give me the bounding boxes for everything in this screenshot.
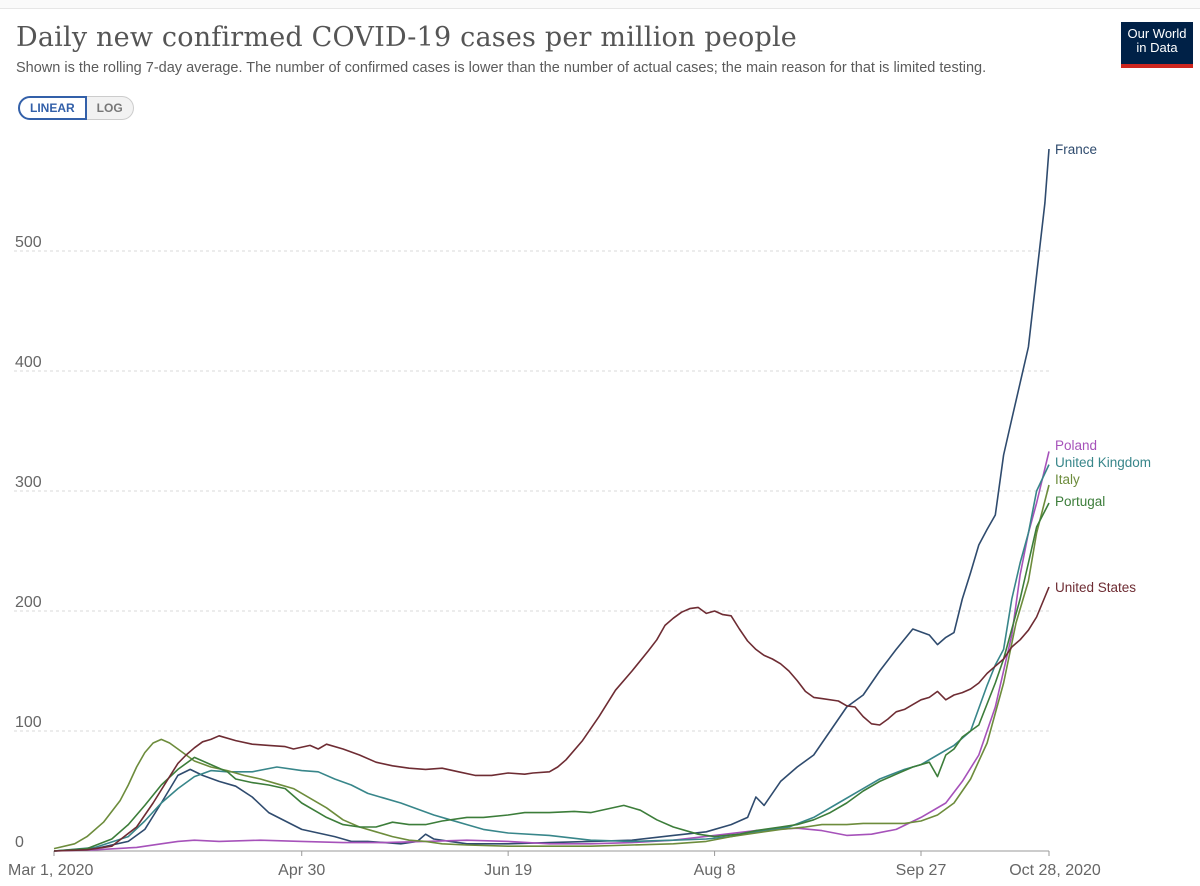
chart-subtitle: Shown is the rolling 7-day average. The … (16, 60, 987, 76)
linear-scale-button[interactable]: LINEAR (18, 96, 87, 120)
series-label-united-kingdom: United Kingdom (1055, 455, 1151, 470)
x-tick-label: Sep 27 (896, 862, 947, 879)
x-tick-label: Jun 19 (484, 862, 532, 879)
scale-toggle: LINEAR LOG (18, 96, 134, 120)
series-label-poland: Poland (1055, 438, 1097, 453)
series-label-portugal: Portugal (1055, 494, 1105, 509)
owid-logo[interactable]: Our World in Data (1121, 22, 1193, 68)
series-line-italy[interactable] (53, 484, 1050, 850)
series-line-united-states[interactable] (53, 586, 1050, 852)
logo-line-1: Our World (1127, 26, 1187, 41)
top-border (0, 0, 1200, 9)
x-tick-label: Apr 30 (278, 862, 325, 879)
x-tick-label: Aug 8 (694, 862, 736, 879)
series-line-poland[interactable] (53, 451, 1050, 852)
y-tick-label: 100 (15, 714, 42, 731)
y-tick-label: 200 (15, 594, 42, 611)
series-label-italy: Italy (1055, 472, 1080, 487)
x-tick-label: Mar 1, 2020 (8, 862, 93, 879)
series-line-united-kingdom[interactable] (53, 464, 1050, 852)
logo-line-2: in Data (1136, 40, 1178, 55)
y-tick-label: 400 (15, 354, 42, 371)
chart-title: Daily new confirmed COVID-19 cases per m… (16, 22, 797, 53)
x-tick-label: Oct 28, 2020 (1009, 862, 1101, 879)
series-line-portugal[interactable] (53, 502, 1050, 852)
series-label-france: France (1055, 142, 1097, 157)
y-tick-label: 300 (15, 474, 42, 491)
log-scale-button[interactable]: LOG (86, 96, 134, 120)
series-line-france[interactable] (53, 148, 1050, 852)
series-label-united-states: United States (1055, 580, 1136, 595)
y-tick-label: 0 (15, 834, 24, 851)
y-tick-label: 500 (15, 234, 42, 251)
